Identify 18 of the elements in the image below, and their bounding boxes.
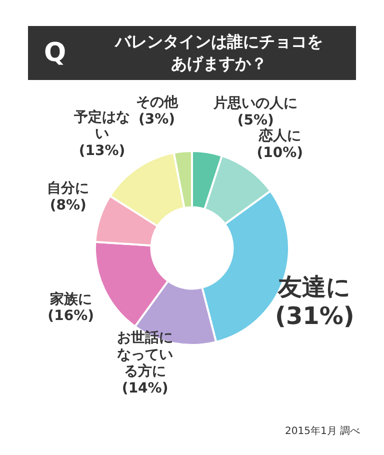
data-label: (5%) [237, 112, 274, 128]
data-label: (8%) [50, 197, 86, 214]
data-label: (16%) [48, 308, 94, 324]
slice-label: 家族に [48, 290, 92, 308]
data-label: (31%) [274, 302, 354, 330]
slice-label: 予定はない [72, 108, 130, 142]
slice-label: その他 [136, 94, 179, 111]
slice-label: 片思いの人に [212, 96, 298, 112]
text: Q [42, 38, 68, 68]
text: 2015年1月 調べ [285, 424, 360, 438]
data-label: (14%) [122, 380, 168, 397]
data-label: (13%) [78, 142, 126, 159]
chart-title: バレンタインは誰にチョコをあげますか？ [114, 31, 324, 75]
slice-label: 自分に [47, 180, 90, 197]
slice-label: 恋人に [258, 127, 301, 144]
slice-label: 友達に [277, 273, 352, 302]
data-label: (10%) [256, 144, 304, 161]
data-label: (3%) [138, 111, 176, 128]
